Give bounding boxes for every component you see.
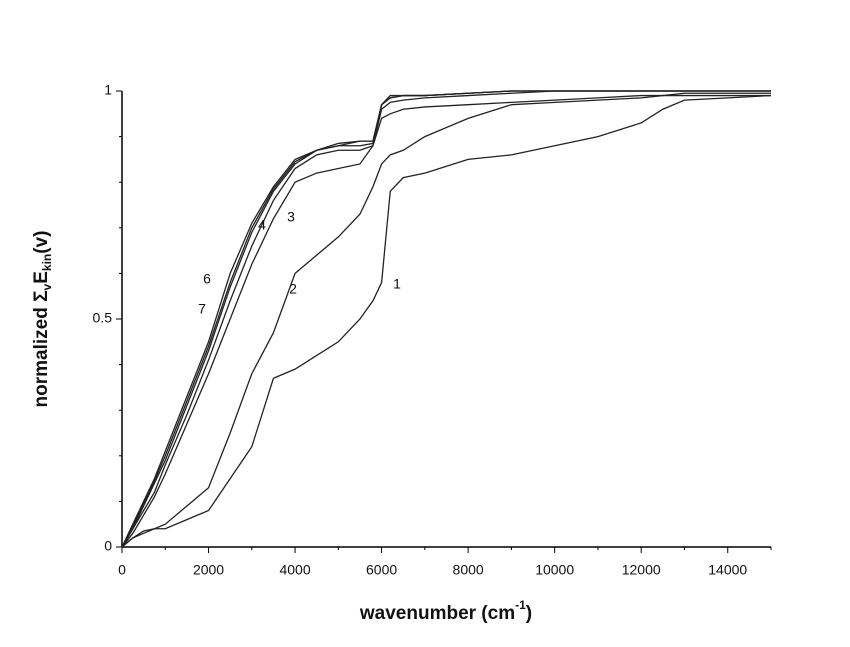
x-label-part: ) xyxy=(526,603,532,624)
x-label-part: -1 xyxy=(515,598,526,612)
y-label-part: v xyxy=(40,283,54,290)
x-axis-label: wavenumber (cm-1) xyxy=(359,598,532,624)
x-tick-label: 8000 xyxy=(453,562,484,578)
x-tick-label: 6000 xyxy=(366,562,397,578)
x-label-part: wavenumber (cm xyxy=(359,603,515,624)
y-axis-label: normalized ΣvEkin(v) xyxy=(31,231,54,408)
x-tick-label: 0 xyxy=(118,562,126,578)
y-label-part: (v) xyxy=(31,231,52,254)
series-line xyxy=(121,90,771,548)
series-line xyxy=(121,90,771,548)
curve-label: 2 xyxy=(289,281,297,297)
series-line xyxy=(121,94,772,548)
y-tick-label: 0 xyxy=(104,538,112,554)
y-label-part: kin xyxy=(40,254,54,271)
x-tick-label: 2000 xyxy=(193,562,224,578)
series-line xyxy=(121,94,771,548)
x-tick-label: 14000 xyxy=(708,562,747,578)
y-label-part: normalized Σ xyxy=(31,290,52,407)
curve-label: 6 xyxy=(203,271,211,287)
x-tick-label: 12000 xyxy=(622,562,661,578)
curve-label: 7 xyxy=(198,301,206,317)
y-tick-label: 1 xyxy=(104,82,112,98)
curve-label: 4 xyxy=(258,217,266,233)
y-tick-label: 0.5 xyxy=(93,310,113,326)
x-tick-label: 10000 xyxy=(535,562,574,578)
series-line xyxy=(121,92,771,548)
curve-label: 1 xyxy=(393,276,401,292)
y-label-part: E xyxy=(31,271,52,284)
curve-label: 3 xyxy=(287,209,295,225)
x-tick-label: 4000 xyxy=(279,562,310,578)
